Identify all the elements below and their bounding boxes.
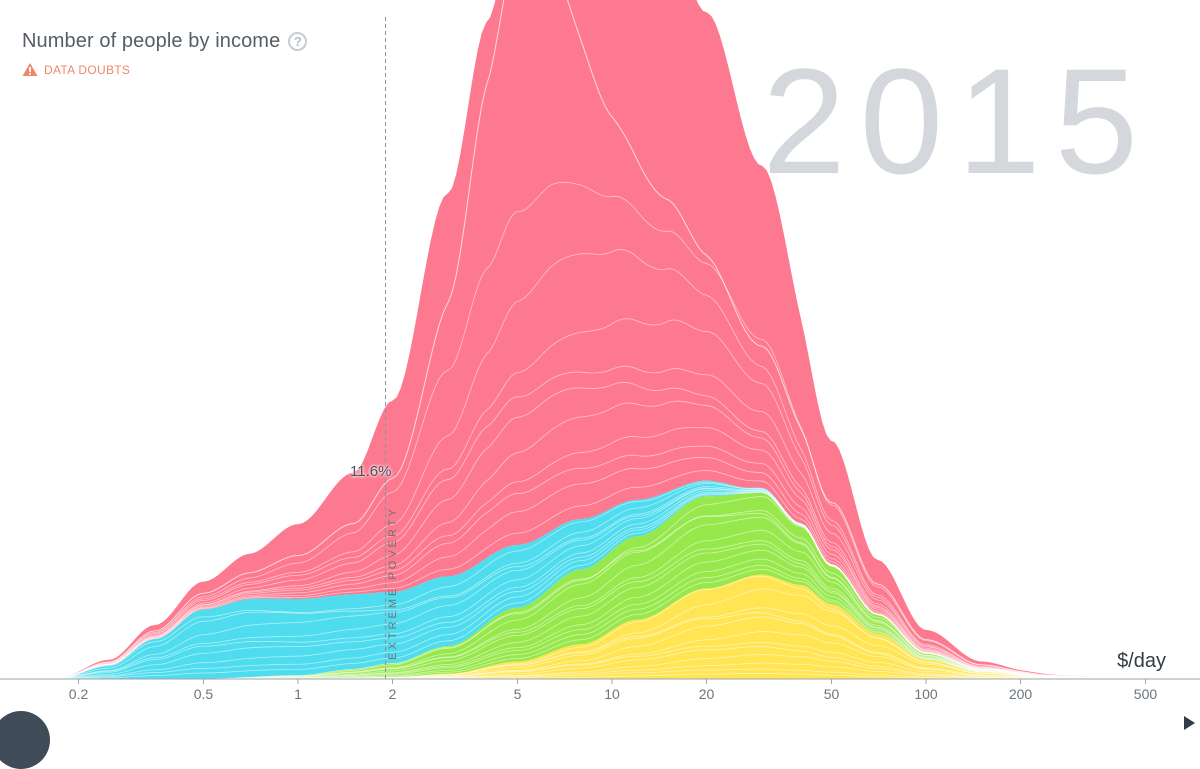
next-arrow-icon[interactable]: [1184, 716, 1195, 730]
poverty-percentage-label: 11.6%: [350, 463, 392, 480]
x-tick-label: 0.5: [194, 686, 214, 702]
x-tick-label: 2: [389, 686, 397, 702]
x-tick-label: 50: [824, 686, 840, 702]
x-tick-label: 1: [294, 686, 302, 702]
x-tick-label: 20: [699, 686, 715, 702]
yellow-region-area[interactable]: [39, 574, 1146, 679]
country-streak: [39, 457, 1146, 680]
country-streak: [39, 382, 1146, 680]
x-tick-label: 0.2: [69, 686, 89, 702]
x-axis-unit-label: $/day: [1117, 650, 1166, 672]
country-streak: [39, 318, 1146, 680]
country-streak-major: [39, 0, 1146, 680]
help-icon[interactable]: ?: [288, 32, 308, 51]
income-areas: [39, 0, 1146, 679]
income-mountain-chart: 0.2 0.5 1 2 5 10 20 50 100 200 500: [0, 0, 1200, 702]
country-streak: [39, 249, 1146, 680]
x-tick-label: 10: [604, 686, 620, 702]
green-region-area[interactable]: [39, 492, 1146, 679]
x-tick-label: 100: [914, 686, 938, 702]
x-tick-label: 200: [1009, 686, 1033, 702]
country-streak: [39, 400, 1146, 680]
x-tick-label: 5: [514, 686, 522, 702]
red-region-area[interactable]: [39, 0, 1146, 679]
cyan-region-area[interactable]: [39, 480, 1146, 679]
x-axis: 0.2 0.5 1 2 5 10 20 50 100 200 500: [0, 678, 1200, 702]
chart-header: Number of people by income ?: [22, 30, 308, 53]
year-label: 2015: [762, 37, 1152, 205]
warning-icon: [22, 63, 38, 76]
data-doubts-label: DATA DOUBTS: [44, 62, 131, 77]
extreme-poverty-label: EXTREME POVERTY: [387, 506, 399, 660]
play-button[interactable]: [0, 711, 50, 769]
x-tick-label: 500: [1134, 686, 1158, 702]
data-doubts-link[interactable]: DATA DOUBTS: [22, 62, 130, 77]
chart-title: Number of people by income: [22, 30, 281, 52]
